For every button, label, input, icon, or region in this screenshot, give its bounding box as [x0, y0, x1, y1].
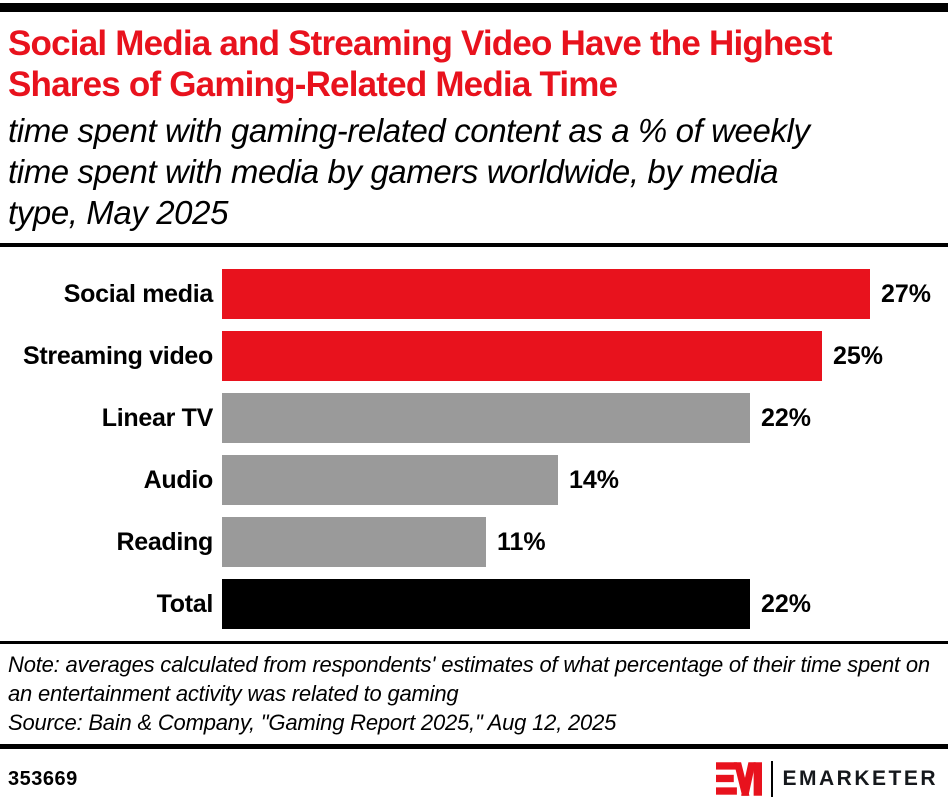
logo-divider — [771, 761, 774, 797]
chart-row: Social media 27% — [0, 269, 940, 319]
chart-title: Social Media and Streaming Video Have th… — [8, 24, 833, 104]
value-label: 14% — [569, 465, 620, 494]
bar-track: 27% — [222, 269, 940, 319]
chart-source: Source: Bain & Company, "Gaming Report 2… — [8, 710, 617, 735]
chart-id: 353669 — [8, 767, 78, 790]
category-label-audio: Audio — [143, 465, 214, 494]
value-label: 27% — [881, 279, 932, 308]
bar-chart: Social media 27% Streaming video 25% Linear … — [0, 247, 948, 629]
bar-track: 14% — [222, 455, 940, 505]
chart-row: Streaming video 25% — [0, 331, 940, 381]
chart-row: Reading 11% — [0, 517, 940, 567]
bar-track: 22% — [222, 393, 940, 443]
value-label: 11% — [497, 527, 546, 556]
notes-section: Note: averages calculated from responden… — [0, 641, 948, 744]
category-label-reading: Reading — [116, 527, 213, 556]
chart-row: Total 22% — [0, 579, 940, 629]
chart-row: Audio 14% — [0, 455, 940, 505]
footer: 353669 EMARKETER — [0, 744, 948, 797]
category-label-linear-tv: Linear TV — [101, 403, 214, 432]
bar-track: 11% — [222, 517, 940, 567]
chart-subtitle: time spent with gaming-related content a… — [8, 112, 810, 231]
chart-note: Note: averages calculated from responden… — [8, 652, 930, 706]
emarketer-logo-text: EMARKETER — [782, 767, 938, 790]
emarketer-logo: EMARKETER — [716, 761, 940, 797]
bar-social-media — [222, 269, 870, 319]
emarketer-em-mark-icon — [716, 762, 763, 796]
category-label-streaming-video: Streaming video — [23, 341, 213, 370]
bar-audio — [222, 455, 558, 505]
bar-linear-tv — [222, 393, 750, 443]
chart-row: Linear TV 22% — [0, 393, 940, 443]
category-label-social-media: Social media — [63, 279, 214, 308]
value-label: 25% — [833, 341, 884, 370]
bar-reading — [222, 517, 486, 567]
bar-streaming-video — [222, 331, 822, 381]
top-black-bar — [0, 3, 948, 12]
value-label: 22% — [761, 403, 812, 432]
category-label-total: Total — [156, 589, 214, 618]
header-divider — [0, 243, 948, 247]
chart-header: Social Media and Streaming Video Have th… — [0, 12, 948, 233]
bar-total — [222, 579, 750, 629]
bar-track: 25% — [222, 331, 940, 381]
value-label: 22% — [761, 589, 812, 618]
bar-track: 22% — [222, 579, 940, 629]
